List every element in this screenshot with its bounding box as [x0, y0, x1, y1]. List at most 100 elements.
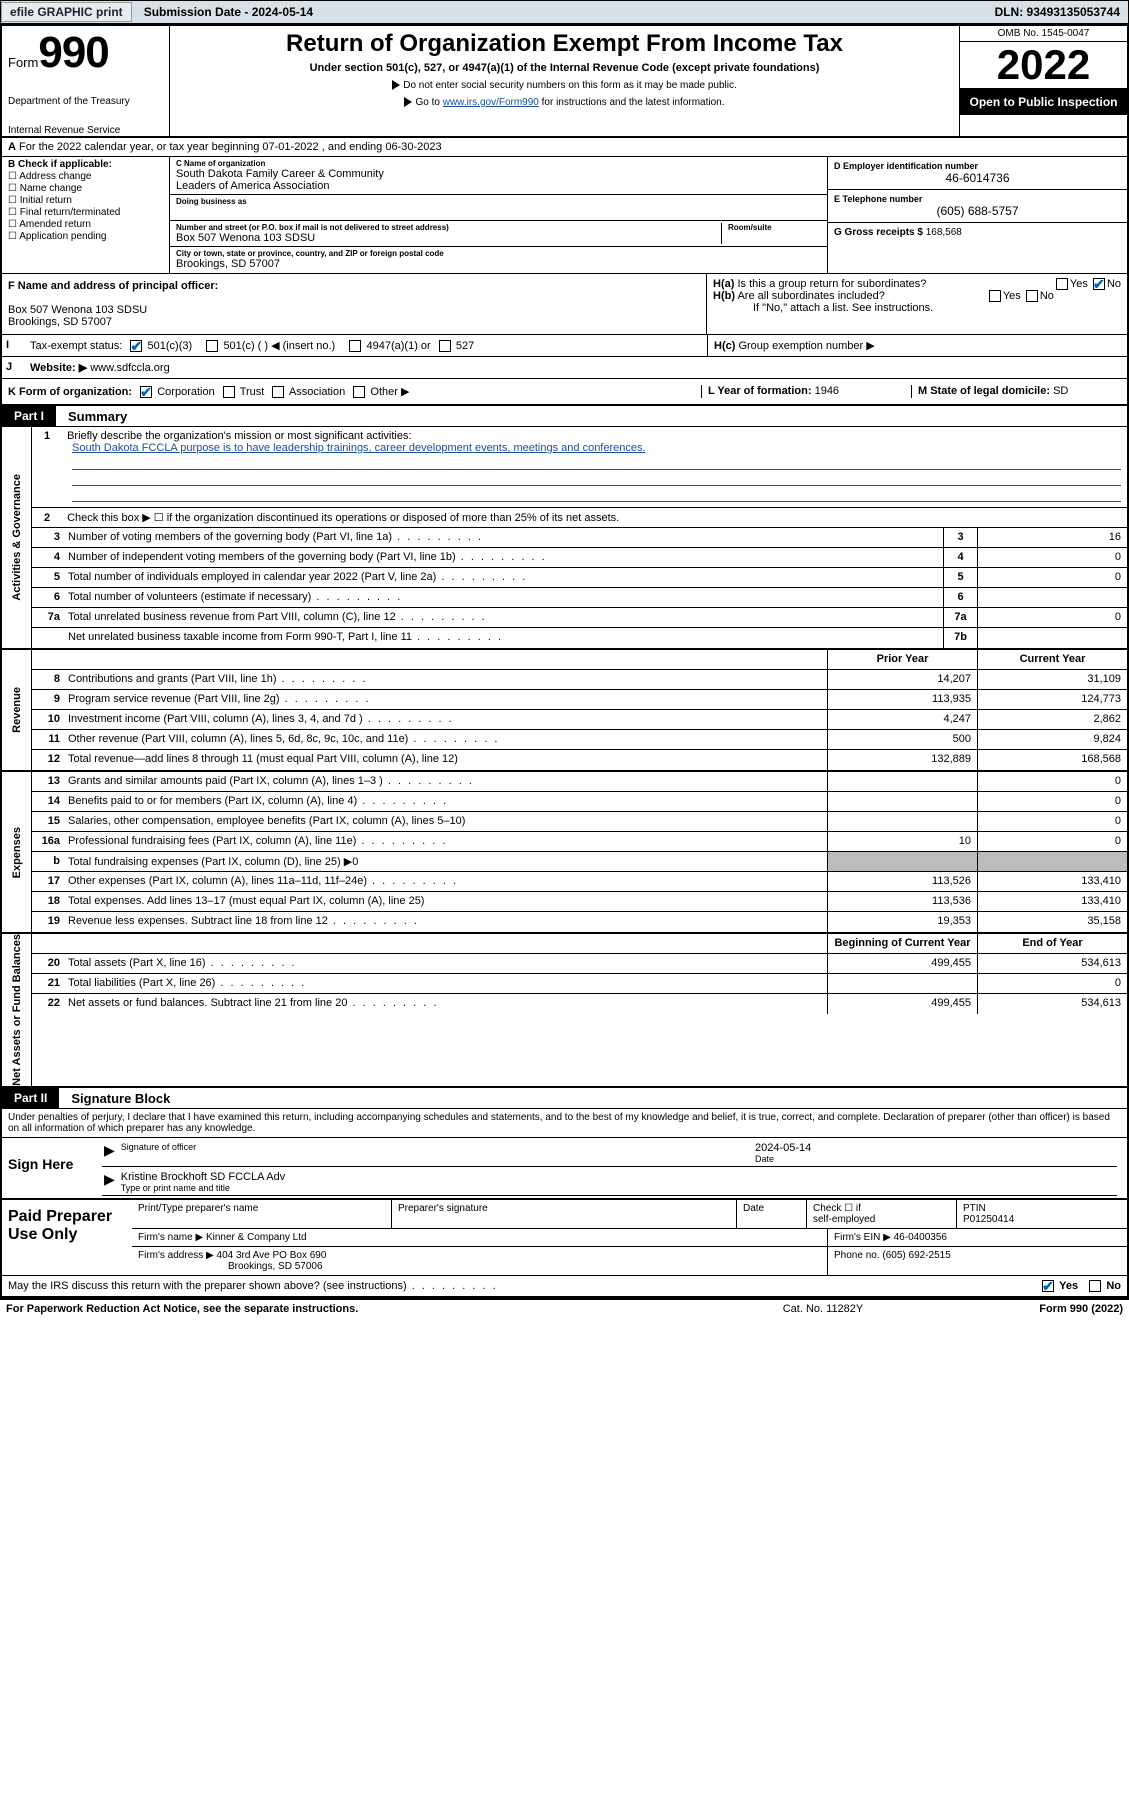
efile-print-button[interactable]: efile GRAPHIC print	[1, 2, 132, 22]
section-deg: D Employer identification number 46-6014…	[827, 157, 1127, 273]
dba-row: Doing business as	[170, 195, 827, 221]
d: Total number of volunteers (estimate if …	[64, 588, 943, 607]
p: 10	[827, 832, 977, 851]
cb-527[interactable]	[439, 340, 451, 352]
n	[32, 628, 64, 648]
form-word: Form	[8, 55, 38, 70]
part-i-tag: Part I	[2, 406, 56, 426]
row-10: 10Investment income (Part VIII, column (…	[32, 710, 1127, 730]
section-d: D Employer identification number 46-6014…	[828, 157, 1127, 190]
hb-yes[interactable]	[989, 290, 1001, 302]
sig-date: 2024-05-14 Date	[745, 1142, 1115, 1164]
firm-lbl: Firm's name ▶	[138, 1232, 203, 1243]
d: Total assets (Part X, line 16)	[64, 954, 827, 973]
blank-line	[72, 472, 1121, 486]
hb-text: Are all subordinates included?	[737, 290, 884, 302]
h-b: H(b) Are all subordinates included? Yes …	[713, 290, 1121, 302]
section-l: L Year of formation: 1946	[701, 385, 911, 398]
grey	[827, 852, 977, 871]
section-g: G Gross receipts $ 168,568	[828, 223, 1127, 242]
cb-label: Amended return	[19, 219, 91, 230]
d: Total liabilities (Part X, line 26)	[64, 974, 827, 993]
h4a: Check ☐ if	[813, 1203, 861, 1214]
state-domicile: SD	[1053, 385, 1068, 397]
opt-corp: Corporation	[157, 386, 214, 398]
cb-address-change[interactable]: ☐ Address change	[8, 171, 163, 182]
cb-initial-return[interactable]: ☐ Initial return	[8, 195, 163, 206]
ein-val: 46-6014736	[834, 171, 1121, 185]
ha-no[interactable]	[1093, 278, 1105, 290]
d: Total fundraising expenses (Part IX, col…	[64, 852, 827, 871]
group-revenue: Revenue Prior YearCurrent Year 8Contribu…	[2, 650, 1127, 772]
row-12: 12Total revenue—add lines 8 through 11 (…	[32, 750, 1127, 770]
row-18: 18Total expenses. Add lines 13–17 (must …	[32, 892, 1127, 912]
group-expenses: Expenses 13Grants and similar amounts pa…	[2, 772, 1127, 934]
hb-no[interactable]	[1026, 290, 1038, 302]
addr-row: Number and street (or P.O. box if mail i…	[170, 221, 827, 247]
irs-label: Internal Revenue Service	[8, 125, 163, 136]
ha-text: Is this a group return for subordinates?	[737, 278, 926, 290]
ha-yes[interactable]	[1056, 278, 1068, 290]
line2-text: Check this box ▶ ☐ if the organization d…	[67, 512, 619, 524]
sig-date-val: 2024-05-14	[755, 1142, 1115, 1154]
d: Total expenses. Add lines 13–17 (must eq…	[64, 892, 827, 911]
row-7b: Net unrelated business taxable income fr…	[32, 628, 1127, 648]
line-a-text: For the 2022 calendar year, or tax year …	[19, 141, 442, 153]
cb-app-pending[interactable]: ☐ Application pending	[8, 231, 163, 242]
v	[977, 588, 1127, 607]
phone-val: (605) 692-2515	[882, 1250, 950, 1261]
n: 12	[32, 750, 64, 770]
cb-4947[interactable]	[349, 340, 361, 352]
irs-yes[interactable]	[1042, 1280, 1054, 1292]
cb-name-change[interactable]: ☐ Name change	[8, 183, 163, 194]
c: 133,410	[977, 872, 1127, 891]
row-21: 21Total liabilities (Part X, line 26)0	[32, 974, 1127, 994]
section-f: F Name and address of principal officer:…	[2, 274, 707, 334]
n: 13	[32, 772, 64, 791]
cb-assoc[interactable]	[272, 386, 284, 398]
irs-link[interactable]: www.irs.gov/Form990	[443, 97, 539, 108]
no-label: No	[1107, 278, 1121, 290]
cb-501c3[interactable]	[130, 340, 142, 352]
preparer-row: Paid Preparer Use Only Print/Type prepar…	[2, 1200, 1127, 1276]
form-num: 990	[38, 28, 108, 77]
cb-label: Address change	[19, 171, 91, 182]
box: 6	[943, 588, 977, 607]
l-label: L Year of formation:	[708, 385, 812, 397]
d: Total number of individuals employed in …	[64, 568, 943, 587]
sign-here-label: Sign Here	[2, 1138, 92, 1198]
irs-no[interactable]	[1089, 1280, 1101, 1292]
section-k: K Form of organization: Corporation Trus…	[8, 385, 701, 398]
c: 168,568	[977, 750, 1127, 770]
j-content: Website: ▶ www.sdfccla.org	[24, 357, 707, 378]
addr-lbl: Firm's address ▶	[138, 1250, 214, 1261]
cb-trust[interactable]	[223, 386, 235, 398]
row-4: 4Number of independent voting members of…	[32, 548, 1127, 568]
note-goto: Go to www.irs.gov/Form990 for instructio…	[178, 97, 951, 108]
cb-corp[interactable]	[140, 386, 152, 398]
p	[827, 792, 977, 811]
cb-amended[interactable]: ☐ Amended return	[8, 219, 163, 230]
section-b: B Check if applicable: ☐ Address change …	[2, 157, 170, 273]
cb-final-return[interactable]: ☐ Final return/terminated	[8, 207, 163, 218]
g-label: G Gross receipts $	[834, 227, 923, 238]
c: 31,109	[977, 670, 1127, 689]
d: Total revenue—add lines 8 through 11 (mu…	[64, 750, 827, 770]
group-governance: Activities & Governance 1 Briefly descri…	[2, 427, 1127, 650]
no-label: No	[1040, 290, 1054, 302]
n: 8	[32, 670, 64, 689]
d: Contributions and grants (Part VIII, lin…	[64, 670, 827, 689]
note1-text: Do not enter social security numbers on …	[403, 80, 736, 91]
opt-4947: 4947(a)(1) or	[367, 340, 431, 352]
officer-name: Kristine Brockhoft SD FCCLA Adv	[121, 1171, 1115, 1183]
cb-501c[interactable]	[206, 340, 218, 352]
part-ii-title: Signature Block	[59, 1091, 170, 1106]
n: b	[32, 852, 64, 871]
row-20: 20Total assets (Part X, line 16)499,4555…	[32, 954, 1127, 974]
footer-form: Form 990 (2022)	[923, 1303, 1123, 1315]
mission-text[interactable]: South Dakota FCCLA purpose is to have le…	[72, 442, 646, 454]
cb-label: Application pending	[19, 231, 106, 242]
n: 14	[32, 792, 64, 811]
top-bar: efile GRAPHIC print Submission Date - 20…	[0, 0, 1129, 24]
cb-other[interactable]	[353, 386, 365, 398]
